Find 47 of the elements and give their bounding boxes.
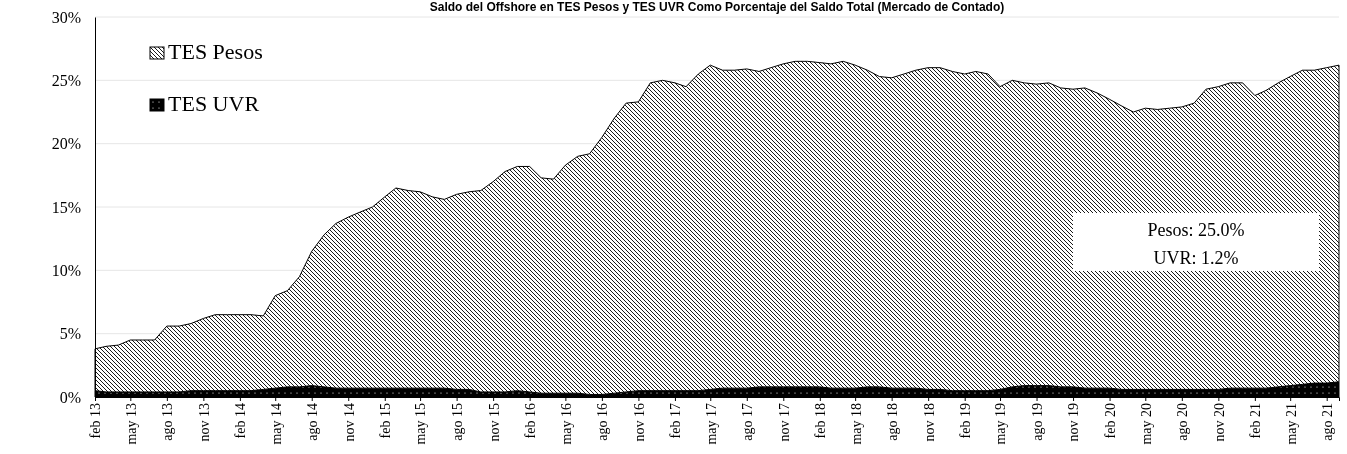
x-tick-label: nov 20 xyxy=(1211,403,1227,442)
x-tick-label: nov 19 xyxy=(1066,403,1082,442)
y-tick-label: 0% xyxy=(59,388,81,406)
x-tick-label: nov 13 xyxy=(196,403,212,442)
x-tick-label: nov 15 xyxy=(486,403,502,442)
x-tick-label: ago 14 xyxy=(305,403,321,441)
y-tick-label: 25% xyxy=(51,71,81,89)
x-tick-label: feb 18 xyxy=(813,403,829,439)
x-tick-label: nov 14 xyxy=(341,403,357,442)
x-tick-label: may 20 xyxy=(1138,403,1154,445)
x-tick-label: may 14 xyxy=(268,403,284,445)
x-tick-label: ago 21 xyxy=(1320,403,1336,441)
x-tick-label: feb 13 xyxy=(88,403,104,439)
x-tick-label: feb 15 xyxy=(378,403,394,439)
y-tick-label: 30% xyxy=(51,8,81,26)
x-tick-label: may 15 xyxy=(413,403,429,445)
x-tick-label: may 16 xyxy=(558,403,574,445)
x-tick-label: ago 13 xyxy=(160,403,176,441)
x-tick-label: ago 18 xyxy=(885,403,901,441)
x-tick-label: may 18 xyxy=(848,403,864,445)
annotation: Pesos: 25.0% xyxy=(1147,220,1245,240)
x-tick-label: feb 16 xyxy=(523,403,539,439)
x-tick-label: nov 17 xyxy=(776,403,792,442)
y-tick-label: 5% xyxy=(59,325,81,343)
x-tick-label: nov 18 xyxy=(921,403,937,442)
y-tick-label: 10% xyxy=(51,261,81,279)
x-tick-label: ago 15 xyxy=(450,403,466,441)
legend-label: TES UVR xyxy=(168,91,260,116)
x-tick-label: may 13 xyxy=(123,403,139,445)
x-tick-label: may 17 xyxy=(703,403,719,445)
annotation: UVR: 1.2% xyxy=(1153,248,1239,268)
x-tick-label: ago 19 xyxy=(1029,403,1045,441)
x-tick-label: feb 14 xyxy=(233,403,249,439)
x-tick-label: feb 21 xyxy=(1248,403,1264,439)
chart-title: Saldo del Offshore en TES Pesos y TES UVR Como Porcentaje del Saldo Total (Mercado de Contado) xyxy=(429,0,1005,14)
x-tick-label: nov 16 xyxy=(631,403,647,442)
x-tick-label: may 19 xyxy=(993,403,1009,445)
x-tick-label: feb 20 xyxy=(1102,403,1118,439)
x-tick-label: feb 19 xyxy=(958,403,974,439)
x-tick-label: may 21 xyxy=(1283,403,1299,445)
x-tick-label: feb 17 xyxy=(668,403,684,439)
y-tick-label: 15% xyxy=(51,198,81,216)
x-tick-label: ago 16 xyxy=(595,403,611,441)
x-tick-label: ago 20 xyxy=(1175,403,1191,441)
legend-label: TES Pesos xyxy=(168,39,263,64)
x-tick-label: ago 17 xyxy=(740,403,756,441)
y-tick-label: 20% xyxy=(51,135,81,153)
